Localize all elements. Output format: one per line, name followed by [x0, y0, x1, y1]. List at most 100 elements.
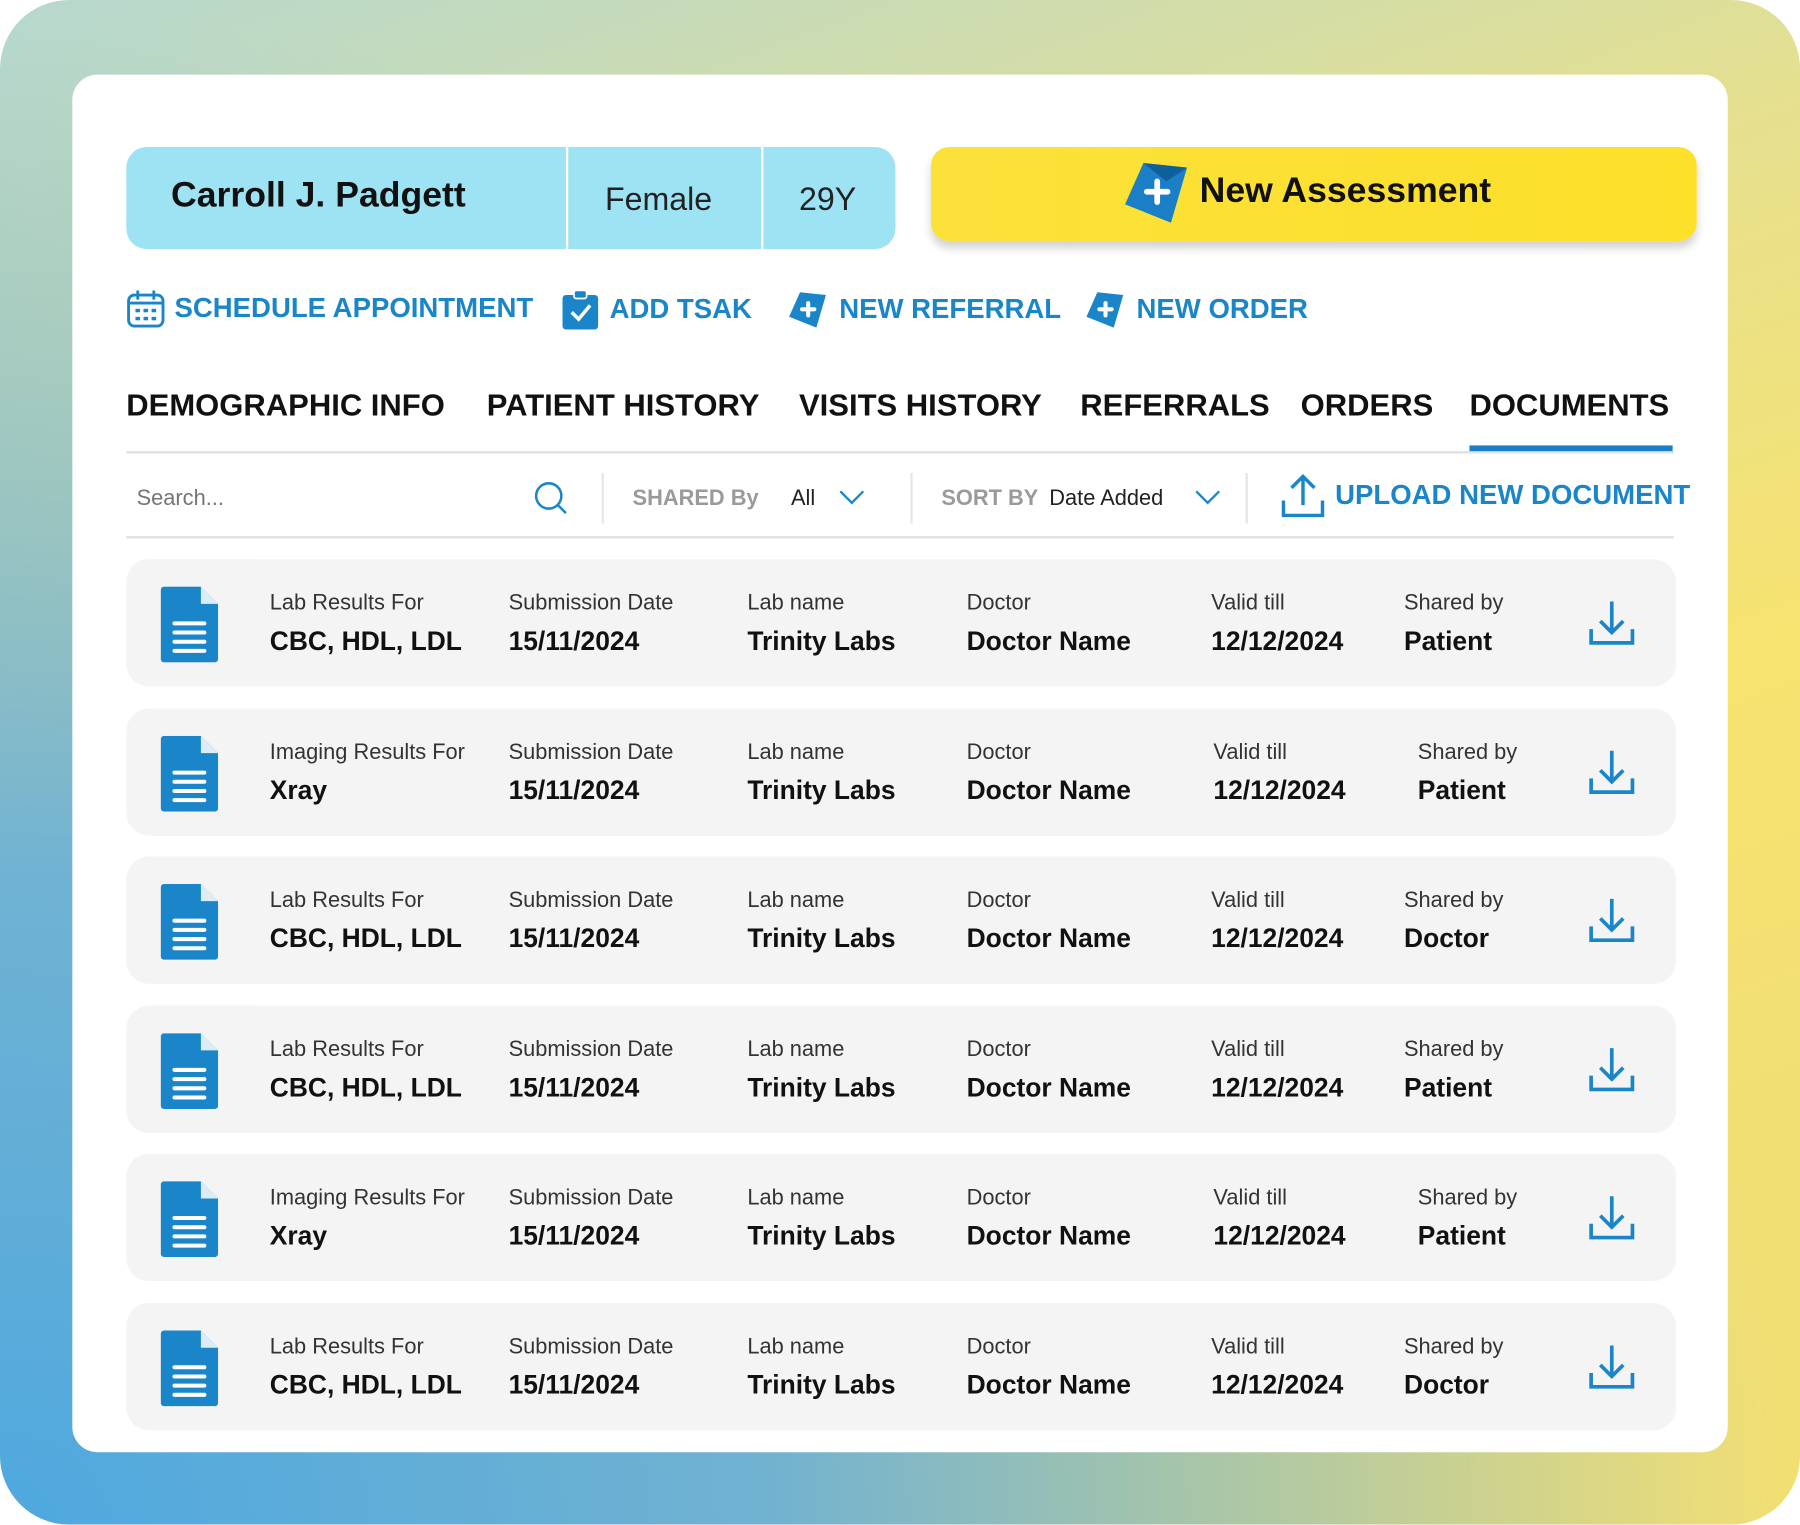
doctor-field: Doctor Doctor Name: [967, 740, 1131, 805]
document-type-value: Xray: [269, 1220, 328, 1251]
lab-name-value: Trinity Labs: [747, 922, 896, 953]
document-type-field: Lab Results For CBC, HDL, LDL: [270, 889, 462, 954]
document-type-value: CBC, HDL, LDL: [269, 625, 462, 656]
document-row[interactable]: Lab Results For CBC, HDL, LDL Submission …: [126, 1005, 1677, 1133]
new-referral-button[interactable]: NEW REFERRAL: [786, 289, 1061, 330]
sort-by-dropdown[interactable]: Date Added: [1049, 486, 1164, 511]
doctor-value: Doctor Name: [966, 774, 1131, 805]
document-row[interactable]: Lab Results For CBC, HDL, LDL Submission …: [126, 856, 1677, 984]
document-icon: [160, 735, 219, 812]
shared-by-label: Shared by: [1404, 1334, 1504, 1359]
document-type-field: Lab Results For CBC, HDL, LDL: [270, 591, 462, 656]
submission-date-value: 15/11/2024: [508, 1368, 640, 1399]
search-input[interactable]: [128, 475, 519, 524]
document-type-field: Lab Results For CBC, HDL, LDL: [270, 1335, 462, 1400]
upload-new-document-button[interactable]: UPLOAD NEW DOCUMENT: [1280, 473, 1690, 519]
document-type-value: Xray: [269, 774, 328, 805]
document-row[interactable]: Imaging Results For Xray Submission Date 1…: [126, 1153, 1677, 1282]
document-type-label: Lab Results For: [269, 1037, 424, 1062]
document-type-label: Imaging Results For: [269, 1185, 465, 1210]
shared-by-label: Shared by: [1417, 1185, 1518, 1210]
submission-date-label: Submission Date: [508, 739, 674, 764]
tabs-divider: [126, 451, 1674, 454]
tab-patient-history[interactable]: PATIENT HISTORY: [486, 388, 760, 423]
download-icon[interactable]: [1587, 598, 1638, 649]
valid-till-value: 12/12/2024: [1213, 1220, 1346, 1251]
document-type-label: Imaging Results For: [269, 739, 465, 764]
submission-date-field: Submission Date 15/11/2024: [509, 1335, 674, 1400]
search-icon[interactable]: [533, 480, 570, 517]
download-icon[interactable]: [1587, 895, 1638, 946]
patient-age: 29Y: [799, 181, 857, 217]
lab-name-label: Lab name: [747, 1334, 845, 1359]
document-icon: [160, 883, 219, 960]
lab-name-value: Trinity Labs: [747, 1071, 896, 1102]
tab-documents[interactable]: DOCUMENTS: [1469, 388, 1670, 423]
download-icon[interactable]: [1587, 1044, 1638, 1095]
clipboard-check-icon: [562, 289, 599, 330]
document-icon: [160, 1032, 219, 1109]
shared-by-field: Shared by Patient: [1404, 1037, 1503, 1102]
chevron-down-icon[interactable]: [839, 489, 865, 505]
download-icon[interactable]: [1587, 747, 1638, 798]
valid-till-field: Valid till 12/12/2024: [1211, 1335, 1343, 1400]
document-row[interactable]: Lab Results For CBC, HDL, LDL Submission …: [126, 1302, 1677, 1430]
doctor-field: Doctor Doctor Name: [967, 889, 1131, 954]
shared-by-field: Shared by Patient: [1418, 740, 1517, 805]
valid-till-label: Valid till: [1211, 888, 1285, 913]
document-row[interactable]: Lab Results For CBC, HDL, LDL Submission …: [126, 559, 1677, 687]
document-type-label: Lab Results For: [269, 591, 424, 616]
add-task-button[interactable]: ADD TSAK: [561, 289, 752, 330]
document-type-field: Imaging Results For Xray: [270, 1186, 465, 1251]
document-icon: [160, 586, 219, 663]
plus-tag-icon: [789, 292, 826, 328]
valid-till-value: 12/12/2024: [1211, 625, 1344, 656]
new-assessment-button[interactable]: New Assessment: [931, 146, 1697, 242]
shared-by-label: SHARED By: [632, 486, 759, 511]
schedule-appointment-button[interactable]: SCHEDULE APPOINTMENT: [126, 289, 533, 328]
submission-date-value: 15/11/2024: [508, 1071, 640, 1102]
document-type-field: Imaging Results For Xray: [270, 740, 465, 805]
tab-referrals[interactable]: REFERRALS: [1080, 388, 1270, 423]
chevron-down-icon[interactable]: [1195, 489, 1220, 505]
submission-date-field: Submission Date 15/11/2024: [509, 740, 674, 805]
download-icon[interactable]: [1587, 1341, 1638, 1392]
shared-by-label: Shared by: [1404, 888, 1504, 913]
document-icon: [160, 1329, 219, 1406]
tab-visits-history[interactable]: VISITS HISTORY: [799, 388, 1042, 423]
tab-demographic-info[interactable]: DEMOGRAPHIC INFO: [126, 388, 445, 423]
submission-date-field: Submission Date 15/11/2024: [509, 1037, 674, 1102]
shared-by-field: Shared by Patient: [1418, 1186, 1517, 1251]
plus-tag-icon: [1125, 163, 1188, 223]
download-icon[interactable]: [1587, 1193, 1638, 1244]
upload-new-document-label: UPLOAD NEW DOCUMENT: [1335, 479, 1691, 511]
lab-name-label: Lab name: [747, 888, 845, 913]
document-row[interactable]: Imaging Results For Xray Submission Date 1…: [126, 707, 1677, 836]
lab-name-field: Lab name Trinity Labs: [747, 740, 895, 805]
lab-name-field: Lab name Trinity Labs: [747, 1186, 895, 1251]
filter-divider: [1245, 472, 1248, 524]
add-task-label: ADD TSAK: [609, 293, 752, 325]
shared-by-label: Shared by: [1404, 1037, 1504, 1062]
tab-orders[interactable]: ORDERS: [1300, 388, 1434, 423]
submission-date-label: Submission Date: [508, 1037, 674, 1062]
doctor-label: Doctor: [966, 591, 1031, 616]
submission-date-label: Submission Date: [508, 591, 674, 616]
lab-name-label: Lab name: [747, 1037, 845, 1062]
doctor-field: Doctor Doctor Name: [967, 1186, 1131, 1251]
shared-by-value: Patient: [1404, 625, 1493, 656]
shared-by-dropdown[interactable]: All: [790, 486, 816, 511]
doctor-label: Doctor: [966, 1334, 1031, 1359]
lab-name-value: Trinity Labs: [747, 625, 896, 656]
doctor-value: Doctor Name: [966, 1220, 1131, 1251]
valid-till-field: Valid till 12/12/2024: [1213, 1186, 1345, 1251]
sort-by-label: SORT BY: [941, 486, 1039, 511]
valid-till-value: 12/12/2024: [1211, 1071, 1344, 1102]
shared-by-field: Shared by Doctor: [1404, 1335, 1503, 1400]
submission-date-field: Submission Date 15/11/2024: [509, 1186, 674, 1251]
lab-name-field: Lab name Trinity Labs: [747, 1335, 895, 1400]
doctor-label: Doctor: [966, 1185, 1031, 1210]
submission-date-value: 15/11/2024: [508, 625, 640, 656]
valid-till-field: Valid till 12/12/2024: [1213, 740, 1345, 805]
new-order-button[interactable]: NEW ORDER: [1084, 289, 1308, 330]
